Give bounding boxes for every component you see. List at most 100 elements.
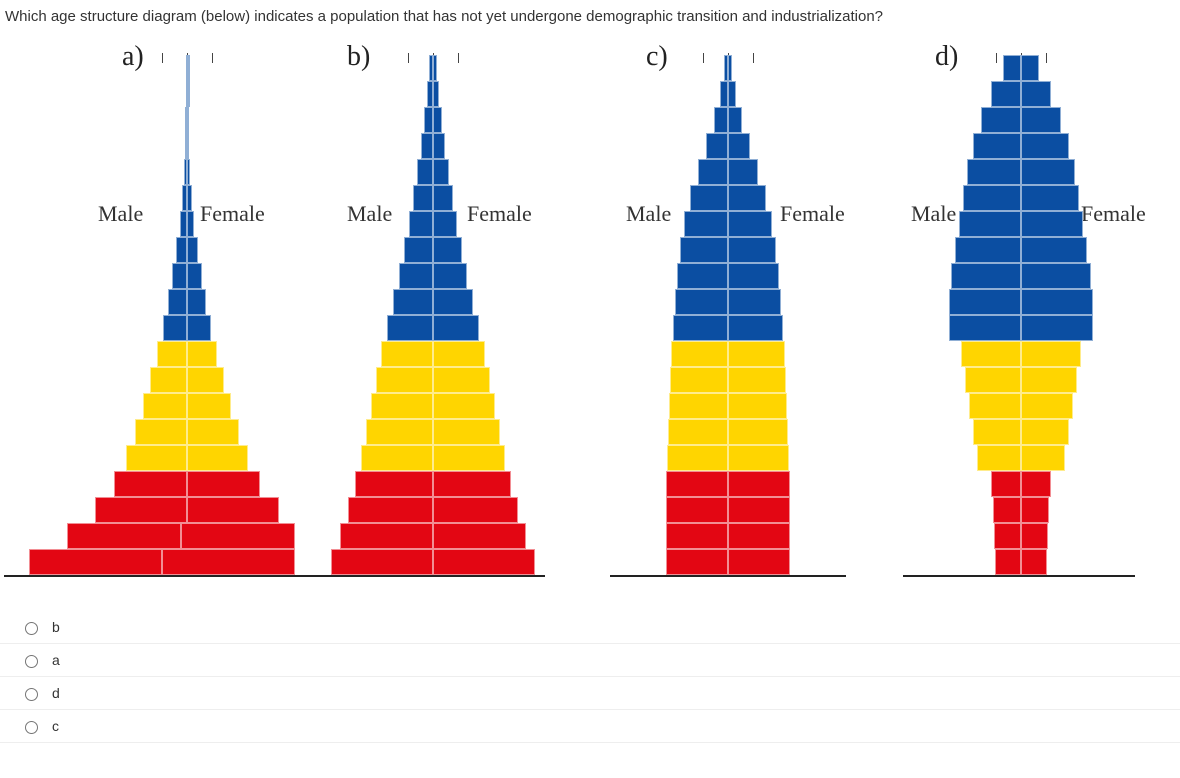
bar-female <box>433 497 518 523</box>
bar-row <box>885 185 1180 211</box>
answer-row-a[interactable]: a <box>0 644 1180 677</box>
bar-male <box>371 393 433 419</box>
bar-row <box>885 445 1180 471</box>
bar-row <box>885 393 1180 419</box>
axis-horizontal <box>610 575 846 577</box>
bar-female <box>728 523 790 549</box>
bar-female <box>433 211 457 237</box>
bar-female <box>187 211 194 237</box>
bar-female <box>187 237 198 263</box>
bar-row <box>590 315 885 341</box>
bar-row <box>590 341 885 367</box>
bar-female <box>728 107 742 133</box>
bar-female <box>728 159 758 185</box>
bar-row <box>295 419 590 445</box>
bar-female <box>433 393 495 419</box>
bar-male <box>172 263 187 289</box>
bar-female <box>187 367 224 393</box>
bar-row <box>590 523 885 549</box>
bar-row <box>590 419 885 445</box>
bar-row <box>0 211 295 237</box>
bar-row <box>295 367 590 393</box>
answer-radio-a[interactable] <box>25 655 38 668</box>
bar-male <box>969 393 1021 419</box>
bar-male <box>714 107 728 133</box>
bar-row <box>0 471 295 497</box>
bar-female <box>433 367 490 393</box>
bar-female <box>188 81 190 107</box>
bar-row <box>590 81 885 107</box>
bar-male <box>180 211 187 237</box>
bar-row <box>295 211 590 237</box>
bar-female <box>728 445 789 471</box>
bar-row <box>0 159 295 185</box>
bar-female <box>433 315 479 341</box>
bar-male <box>399 263 433 289</box>
bar-row <box>295 445 590 471</box>
bar-row <box>885 133 1180 159</box>
bar-male <box>965 367 1021 393</box>
bar-male <box>348 497 433 523</box>
bar-row <box>590 549 885 575</box>
bar-female <box>728 471 790 497</box>
bar-female <box>1021 289 1093 315</box>
bar-male <box>409 211 433 237</box>
bar-row <box>590 185 885 211</box>
bar-row <box>885 341 1180 367</box>
bar-male <box>126 445 187 471</box>
bar-row <box>590 445 885 471</box>
diagram-c: c)MaleFemale <box>590 41 885 601</box>
bar-female <box>188 55 190 81</box>
bar-male <box>29 549 162 575</box>
bar-female <box>433 55 437 81</box>
answer-radio-c[interactable] <box>25 721 38 734</box>
answer-radio-d[interactable] <box>25 688 38 701</box>
answer-row-d[interactable]: d <box>0 677 1180 710</box>
bar-male <box>963 185 1021 211</box>
bar-row <box>295 497 590 523</box>
bar-row <box>885 289 1180 315</box>
axis-horizontal <box>903 575 1135 577</box>
bar-male <box>168 289 187 315</box>
bar-female <box>1021 445 1065 471</box>
bar-male <box>666 549 728 575</box>
bar-row <box>885 367 1180 393</box>
bar-row <box>885 419 1180 445</box>
bar-female <box>187 107 189 133</box>
bar-male <box>143 393 187 419</box>
bar-female <box>1021 341 1081 367</box>
bar-female <box>433 445 505 471</box>
bar-row <box>295 523 590 549</box>
bar-row <box>885 523 1180 549</box>
bar-female <box>1021 133 1069 159</box>
bar-female <box>433 289 473 315</box>
bar-male <box>1003 55 1021 81</box>
bar-female <box>1021 81 1051 107</box>
bar-male <box>680 237 728 263</box>
bar-female <box>1021 185 1079 211</box>
bar-male <box>977 445 1021 471</box>
bar-male <box>95 497 187 523</box>
bar-male <box>393 289 433 315</box>
bar-female <box>1021 497 1049 523</box>
bar-female <box>187 341 217 367</box>
bar-male <box>666 497 728 523</box>
bar-male <box>67 523 181 549</box>
bar-female <box>1021 315 1093 341</box>
bar-male <box>995 549 1021 575</box>
bar-row <box>295 107 590 133</box>
bar-male <box>994 523 1021 549</box>
bar-female <box>1021 471 1051 497</box>
answer-radio-b[interactable] <box>25 622 38 635</box>
bar-male <box>677 263 728 289</box>
bar-female <box>433 81 439 107</box>
bar-row <box>0 315 295 341</box>
bar-female <box>187 471 260 497</box>
answer-row-b[interactable]: b <box>0 611 1180 644</box>
bar-row <box>0 133 295 159</box>
bar-female <box>433 523 526 549</box>
bar-female <box>187 497 279 523</box>
answer-row-c[interactable]: c <box>0 710 1180 743</box>
bar-female <box>187 185 192 211</box>
bar-female <box>728 367 786 393</box>
